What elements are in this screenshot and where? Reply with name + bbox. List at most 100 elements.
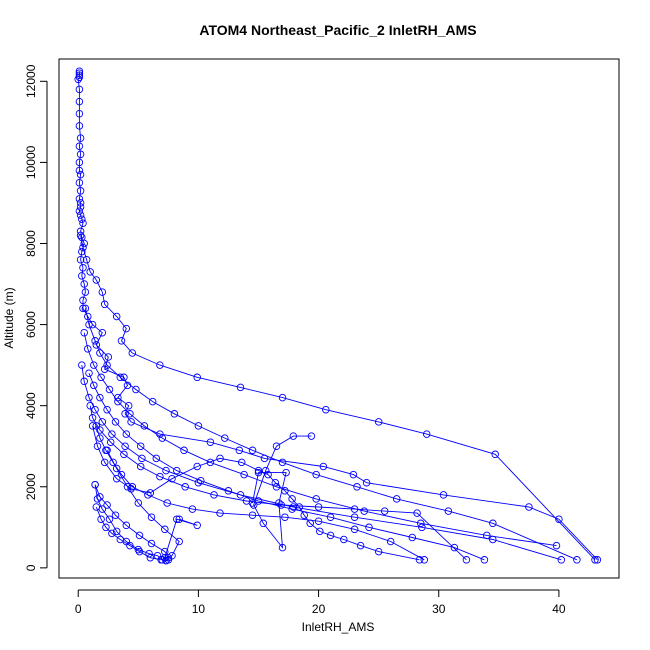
data-point: [75, 178, 84, 187]
data-point: [79, 243, 87, 252]
data-point: [248, 499, 257, 507]
data-point: [322, 405, 330, 414]
data-point: [96, 349, 104, 357]
data-point: [91, 405, 99, 414]
data-point: [138, 454, 146, 463]
data-point: [100, 458, 109, 467]
data-point: [90, 361, 98, 369]
data-point: [289, 432, 298, 440]
y-tick-label: 8000: [24, 230, 38, 257]
data-point: [193, 521, 201, 530]
data-point: [181, 483, 189, 491]
data-point: [97, 373, 105, 382]
series-line: [77, 71, 598, 561]
data-point: [312, 495, 320, 503]
data-point: [78, 361, 86, 369]
data-point: [76, 255, 85, 264]
x-tick-label: 10: [192, 602, 206, 616]
data-point: [144, 491, 152, 499]
data-point: [418, 523, 426, 532]
data-point: [76, 199, 85, 207]
data-point: [462, 556, 471, 564]
series-1: [74, 67, 602, 564]
data-point: [275, 499, 283, 507]
data-point: [120, 450, 128, 459]
data-point: [153, 551, 162, 560]
data-point: [188, 505, 197, 513]
data-point: [193, 462, 201, 471]
data-point: [132, 385, 140, 394]
data-point: [112, 527, 121, 536]
data-point: [112, 312, 121, 321]
data-point: [88, 414, 97, 422]
chart-title: ATOM4 Northeast_Pacific_2 InletRH_AMS: [199, 22, 476, 38]
data-point: [326, 531, 335, 540]
y-tick-label: 10000: [24, 145, 38, 179]
data-point: [121, 410, 129, 418]
data-point: [326, 513, 335, 521]
y-axis-label: Altitude (m): [2, 287, 16, 348]
data-point: [180, 446, 188, 455]
data-point: [121, 442, 129, 450]
data-point: [555, 515, 563, 523]
data-point: [104, 353, 113, 361]
x-tick-label: 30: [432, 602, 446, 616]
data-point: [92, 341, 101, 349]
data-point: [289, 503, 298, 511]
data-point: [158, 556, 167, 564]
data-point: [75, 109, 84, 118]
series-9: [88, 422, 424, 564]
data-point: [93, 495, 102, 503]
data-point: [408, 533, 417, 542]
data-point: [439, 491, 448, 499]
y-tick-label: 12000: [24, 64, 38, 98]
data-point: [307, 432, 316, 440]
data-point: [127, 418, 135, 426]
series-8: [92, 422, 429, 564]
data-point: [197, 476, 205, 485]
data-point: [96, 393, 104, 402]
data-point: [76, 203, 85, 211]
data-point: [78, 247, 86, 256]
data-point: [85, 393, 93, 402]
data-point: [480, 556, 489, 564]
data-point: [75, 97, 84, 106]
data-point: [80, 328, 88, 337]
series-3: [81, 304, 581, 564]
data-point: [259, 519, 268, 528]
y-axis: 0 2000 4000 6000 8000 10000 12000: [24, 64, 48, 571]
series-line: [80, 235, 596, 561]
data-point: [591, 556, 599, 564]
data-point: [156, 361, 164, 369]
data-point: [136, 462, 145, 471]
data-point: [76, 231, 85, 240]
data-point: [105, 385, 114, 394]
data-point: [573, 556, 581, 564]
data-point: [140, 422, 149, 430]
data-point: [593, 556, 602, 564]
data-point: [281, 513, 289, 521]
data-point: [420, 556, 429, 564]
y-tick-label: 0: [24, 564, 38, 571]
data-point: [422, 430, 431, 438]
data-point: [236, 491, 245, 499]
data-point: [78, 272, 86, 280]
series-10: [92, 446, 183, 564]
data-point: [206, 458, 215, 467]
data-point: [194, 422, 203, 430]
data-point: [91, 337, 99, 345]
data-point: [374, 418, 383, 426]
data-point: [557, 556, 566, 564]
series-line: [83, 332, 557, 547]
data-point: [98, 505, 107, 513]
data-point: [75, 67, 84, 75]
series-line: [92, 425, 420, 561]
data-point: [278, 458, 287, 467]
data-point: [210, 491, 218, 499]
data-point: [76, 211, 85, 219]
data-point: [206, 438, 215, 446]
data-point: [109, 458, 117, 467]
data-point: [102, 523, 110, 532]
y-tick-label: 4000: [24, 392, 38, 419]
